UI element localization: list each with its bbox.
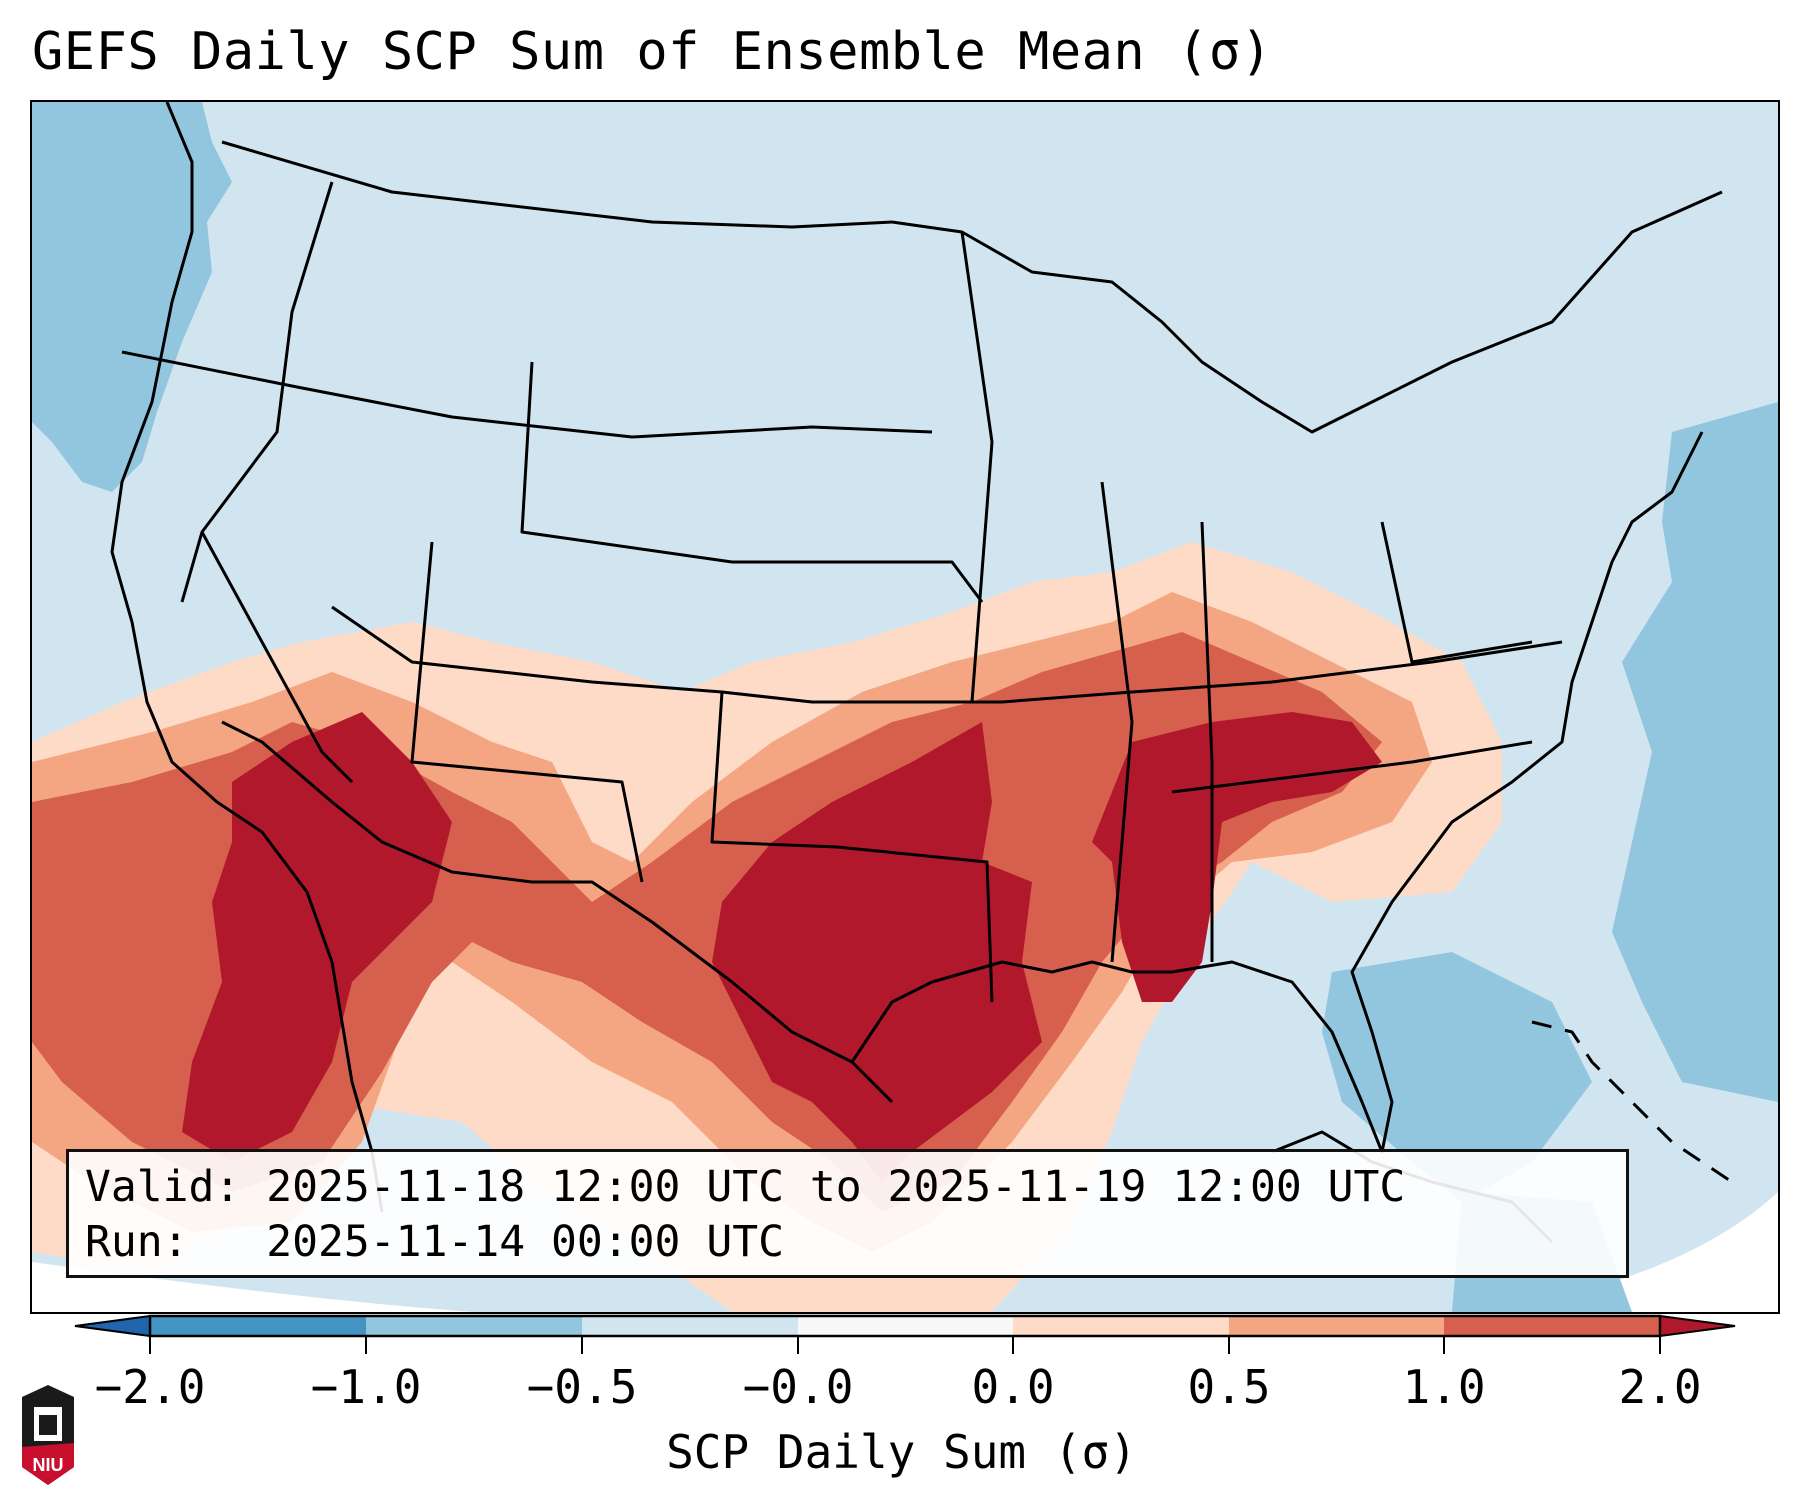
projection-edge-right <box>1491 1192 1778 1312</box>
colorbar-ticks <box>149 1336 1661 1354</box>
anomaly-atlantic <box>1612 402 1778 1102</box>
colorbar-tick-label: −2.0 <box>94 1360 206 1414</box>
anomaly-pacific-nw <box>32 102 232 492</box>
colorbar-extend-high <box>1659 1314 1736 1338</box>
pennsylvania-outline <box>1380 521 1533 664</box>
boundary-lines <box>110 102 1733 1244</box>
colorbar-bin <box>1013 1316 1229 1336</box>
colorbar-bin <box>1229 1316 1444 1336</box>
logo-red-band <box>22 1443 74 1485</box>
colorbar-tick-label: 0.5 <box>1187 1360 1271 1414</box>
indiana-alabama-line <box>1200 521 1214 962</box>
california-nevada-line <box>200 531 354 784</box>
new-mexico-outline <box>410 541 644 883</box>
mississippi-river-line <box>1100 481 1134 963</box>
valid-range: 2025-11-18 12:00 UTC to 2025-11-19 12:00… <box>266 1162 1406 1212</box>
colorbar-bin <box>798 1316 1013 1336</box>
texas-oklahoma-outline <box>710 691 994 1003</box>
tennessee-north-line <box>1171 740 1533 794</box>
colorbar-tick-label: −1.0 <box>310 1360 422 1414</box>
positive-anomaly-areas <box>32 542 1502 1312</box>
mexico-border <box>221 720 894 1104</box>
gulf-atlantic-coastline <box>850 431 1704 1154</box>
colorbar-bin <box>582 1316 798 1336</box>
chart-title: GEFS Daily SCP Sum of Ensemble Mean (σ) <box>32 22 1273 82</box>
anomaly-extreme-tennessee-valley <box>1092 712 1382 1002</box>
colorbar-tick-label: −0.0 <box>742 1360 854 1414</box>
colorbar-bin <box>366 1316 582 1336</box>
minnesota-iowa-line <box>960 231 994 703</box>
validity-info-box: Valid: 2025-11-18 12:00 UTC to 2025-11-1… <box>66 1149 1629 1278</box>
colorbar-tick-label: −0.5 <box>526 1360 638 1414</box>
projection-edge-left <box>32 1262 474 1312</box>
bahamas-islands <box>1531 1020 1733 1184</box>
logo-text: NIU <box>33 1455 64 1475</box>
colorbar-extend-low <box>74 1314 151 1338</box>
logo-windows <box>39 1415 57 1435</box>
us-canada-border-west <box>221 140 893 229</box>
colorbar-bin <box>150 1316 366 1336</box>
northern-tier-line <box>121 350 933 439</box>
us-canada-border-east <box>891 190 1723 434</box>
central-latitude-line <box>331 605 1563 704</box>
colorbar-bins <box>74 1314 1736 1338</box>
idaho-oregon-line <box>180 181 334 603</box>
colorbar-outline <box>148 1314 1662 1338</box>
run-time: 2025-11-14 00:00 UTC <box>266 1217 784 1267</box>
colorbar-tick-label: 2.0 <box>1618 1360 1702 1414</box>
valid-label: Valid: <box>85 1162 241 1212</box>
map-panel <box>30 100 1780 1314</box>
colorbar-tick-label: 1.0 <box>1402 1360 1486 1414</box>
colorbar-label: SCP Daily Sum (σ) <box>666 1425 1137 1479</box>
colorado-nebraska-outline <box>520 361 984 603</box>
run-label: Run: <box>85 1217 189 1267</box>
colorbar <box>74 1314 1736 1354</box>
anomaly-florida-straits <box>1322 952 1592 1202</box>
colorbar-tick-label: 0.0 <box>971 1360 1055 1414</box>
niu-logo: NIU <box>22 1385 74 1485</box>
map-canvas <box>32 102 1778 1312</box>
pacific-coastline <box>110 102 384 1213</box>
colorbar-bin <box>1444 1316 1660 1336</box>
anomaly-extreme-texas-oklahoma <box>712 722 1042 1182</box>
